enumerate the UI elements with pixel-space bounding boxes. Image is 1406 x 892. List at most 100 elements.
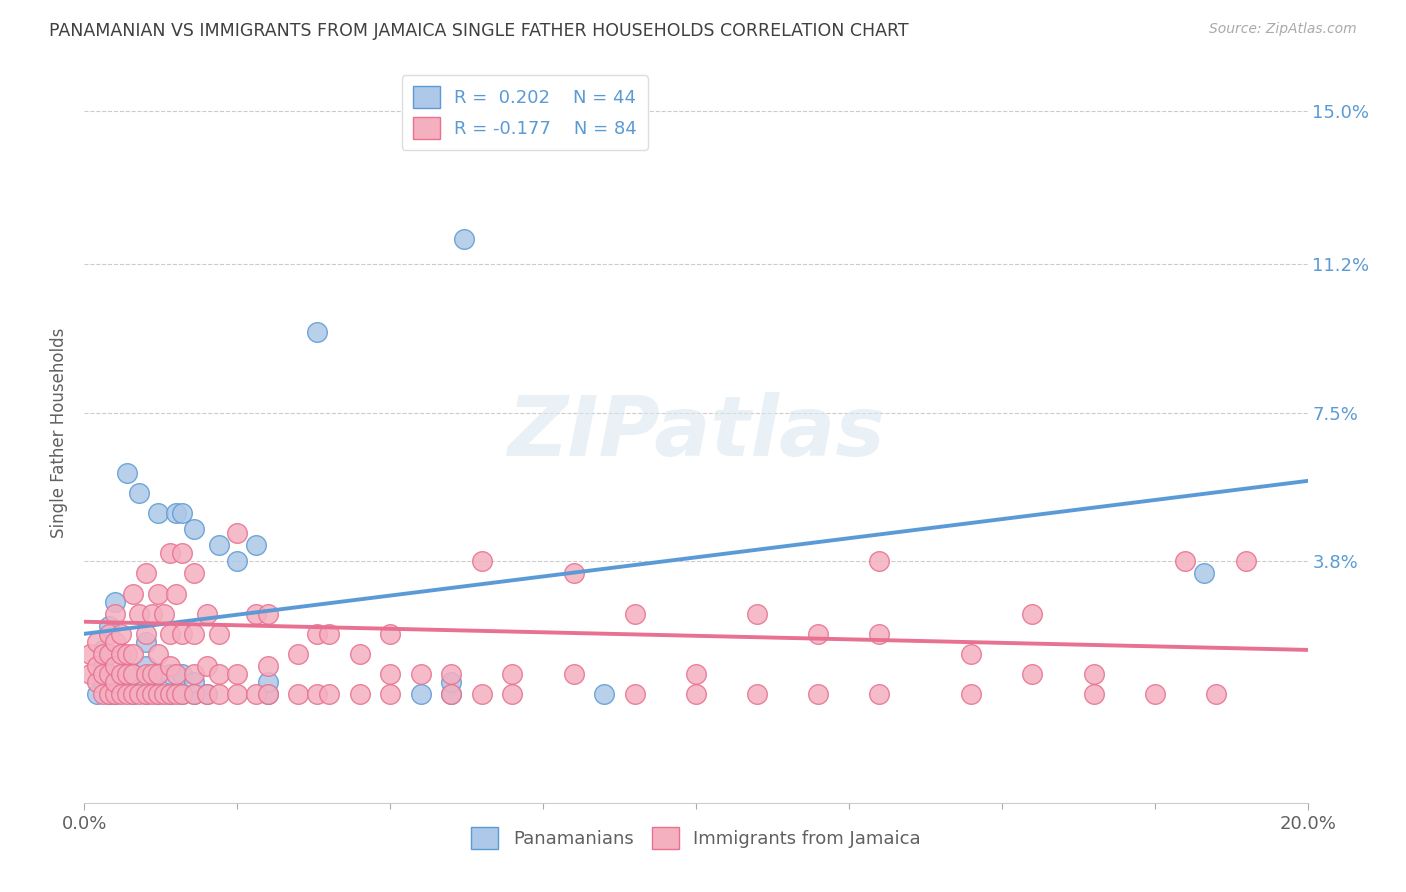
Point — [128, 486, 150, 500]
Point — [135, 687, 157, 701]
Point — [1205, 687, 1227, 701]
Point — [183, 687, 205, 701]
Point — [305, 325, 328, 339]
Point — [79, 667, 101, 681]
Point — [869, 554, 891, 568]
Point — [97, 687, 120, 701]
Point — [146, 506, 169, 520]
Point — [960, 687, 983, 701]
Point — [409, 667, 432, 681]
Y-axis label: Single Father Households: Single Father Households — [51, 327, 69, 538]
Point — [153, 607, 176, 621]
Point — [97, 619, 120, 633]
Point — [172, 687, 194, 701]
Text: PANAMANIAN VS IMMIGRANTS FROM JAMAICA SINGLE FATHER HOUSEHOLDS CORRELATION CHART: PANAMANIAN VS IMMIGRANTS FROM JAMAICA SI… — [49, 22, 908, 40]
Point — [110, 627, 132, 641]
Point — [226, 526, 249, 541]
Point — [349, 687, 371, 701]
Point — [257, 687, 280, 701]
Point — [128, 607, 150, 621]
Point — [165, 506, 187, 520]
Point — [183, 687, 205, 701]
Point — [1236, 554, 1258, 568]
Point — [135, 659, 157, 673]
Point — [318, 627, 340, 641]
Point — [159, 667, 181, 681]
Point — [287, 687, 309, 701]
Point — [110, 687, 132, 701]
Point — [122, 667, 145, 681]
Point — [110, 675, 132, 690]
Point — [440, 675, 463, 690]
Point — [110, 667, 132, 681]
Point — [141, 607, 163, 621]
Point — [135, 635, 157, 649]
Point — [122, 687, 145, 701]
Point — [128, 687, 150, 701]
Point — [146, 667, 169, 681]
Point — [1083, 667, 1105, 681]
Text: ZIPatlas: ZIPatlas — [508, 392, 884, 473]
Point — [747, 687, 769, 701]
Point — [257, 675, 280, 690]
Point — [471, 554, 494, 568]
Point — [115, 687, 138, 701]
Point — [115, 466, 138, 480]
Point — [440, 687, 463, 701]
Point — [122, 667, 145, 681]
Point — [226, 554, 249, 568]
Point — [97, 667, 120, 681]
Point — [146, 586, 169, 600]
Point — [135, 687, 157, 701]
Point — [115, 667, 138, 681]
Point — [1174, 554, 1197, 568]
Point — [257, 607, 280, 621]
Point — [960, 647, 983, 661]
Point — [97, 627, 120, 641]
Point — [195, 659, 218, 673]
Point — [91, 675, 114, 690]
Point — [104, 659, 127, 673]
Point — [159, 627, 181, 641]
Point — [159, 546, 181, 560]
Point — [172, 506, 194, 520]
Point — [624, 687, 647, 701]
Point — [1192, 566, 1215, 581]
Point — [453, 232, 475, 246]
Point — [104, 687, 127, 701]
Point — [226, 667, 249, 681]
Point — [440, 687, 463, 701]
Legend: Panamanians, Immigrants from Jamaica: Panamanians, Immigrants from Jamaica — [464, 821, 928, 856]
Point — [110, 647, 132, 661]
Point — [91, 667, 114, 681]
Point — [257, 687, 280, 701]
Point — [440, 667, 463, 681]
Point — [122, 586, 145, 600]
Point — [146, 647, 169, 661]
Point — [172, 667, 194, 681]
Point — [208, 687, 231, 701]
Point — [91, 647, 114, 661]
Point — [86, 635, 108, 649]
Point — [562, 667, 585, 681]
Point — [257, 659, 280, 673]
Point — [146, 667, 169, 681]
Point — [807, 687, 830, 701]
Point — [380, 627, 402, 641]
Point — [380, 667, 402, 681]
Point — [183, 627, 205, 641]
Point — [104, 594, 127, 608]
Point — [122, 687, 145, 701]
Point — [104, 675, 127, 690]
Point — [747, 607, 769, 621]
Point — [86, 659, 108, 673]
Point — [1143, 687, 1166, 701]
Point — [104, 687, 127, 701]
Point — [135, 667, 157, 681]
Point — [685, 667, 707, 681]
Point — [245, 538, 267, 552]
Point — [208, 538, 231, 552]
Point — [172, 546, 194, 560]
Point — [349, 647, 371, 661]
Point — [165, 667, 187, 681]
